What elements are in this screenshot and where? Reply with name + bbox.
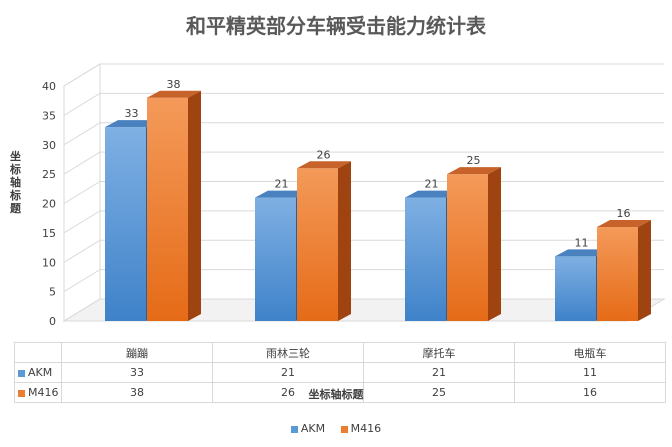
bar-akm xyxy=(105,127,146,321)
data-table: 蹦蹦 雨林三轮 摩托车 电瓶车 AKM 33 21 21 11 M416 38 … xyxy=(14,342,666,403)
y-tick-label: 25 xyxy=(42,168,56,181)
legend-swatch-akm xyxy=(290,425,298,433)
bar-side-m416 xyxy=(638,220,651,321)
x-axis-title: 坐标轴标题 xyxy=(308,388,364,401)
legend: AKM M416 xyxy=(0,422,672,435)
bar-top-m416 xyxy=(297,161,351,169)
y-tick-label: 40 xyxy=(42,80,56,93)
data-label: 26 xyxy=(317,148,331,161)
y-tick-label: 15 xyxy=(42,227,56,240)
series-name: M416 xyxy=(28,386,59,399)
gridline xyxy=(63,92,664,116)
bar-side-m416 xyxy=(188,90,201,321)
category-label: 蹦蹦 xyxy=(61,342,213,363)
bar-top-akm xyxy=(555,249,609,257)
y-tick-label: 20 xyxy=(42,198,56,211)
table-value: 26 xyxy=(212,382,364,403)
bar-akm xyxy=(405,197,446,321)
category-label: 摩托车 xyxy=(363,342,515,363)
m416-swatch xyxy=(18,389,25,397)
gridline xyxy=(63,63,664,87)
table-value: 11 xyxy=(514,362,666,383)
data-label: 38 xyxy=(167,78,181,91)
series-key-akm: AKM xyxy=(14,362,62,383)
data-label: 25 xyxy=(467,154,481,167)
category-label: 雨林三轮 xyxy=(212,342,364,363)
gridline xyxy=(63,151,664,175)
bar-side-m416 xyxy=(338,161,351,321)
legend-label: M416 xyxy=(350,422,382,435)
data-table-row-akm: AKM 33 21 21 11 xyxy=(14,362,666,383)
bar-top-akm xyxy=(105,120,159,128)
chart-title: 和平精英部分车辆受击能力统计表 xyxy=(186,14,486,38)
bar-m416 xyxy=(147,97,188,321)
bar-top-m416 xyxy=(447,167,501,175)
bar-top-akm xyxy=(255,190,309,198)
legend-item-akm: AKM xyxy=(290,422,326,435)
bar-akm xyxy=(255,197,296,321)
bar-top-m416 xyxy=(597,220,651,227)
y-tick-label: 0 xyxy=(49,315,56,328)
data-label: 21 xyxy=(275,178,289,191)
table-value: 25 xyxy=(363,382,515,403)
data-table-header-row: 蹦蹦 雨林三轮 摩托车 电瓶车 xyxy=(14,342,666,363)
legend-label: AKM xyxy=(300,422,326,435)
table-value: 21 xyxy=(363,362,515,383)
y-tick-label: 30 xyxy=(42,139,56,152)
y-tick-label: 10 xyxy=(42,256,56,269)
bar-m416 xyxy=(447,174,488,321)
bar-m416 xyxy=(297,168,338,321)
bar-side-m416 xyxy=(488,167,501,321)
y-axis-title: 坐标轴标题 xyxy=(10,150,21,215)
table-value: 21 xyxy=(212,362,364,383)
data-table-row-m416: M416 38 26 25 16 xyxy=(14,382,666,403)
bar-top-m416 xyxy=(147,90,201,98)
data-label: 33 xyxy=(125,107,139,120)
table-value: 33 xyxy=(61,362,213,383)
legend-item-m416: M416 xyxy=(340,422,382,435)
y-tick-label: 35 xyxy=(42,109,56,122)
bar-m416 xyxy=(597,227,638,321)
legend-swatch-m416 xyxy=(340,425,348,433)
data-label: 21 xyxy=(425,178,439,191)
data-table-corner xyxy=(14,342,62,363)
y-tick-label: 5 xyxy=(49,286,56,299)
bar-top-akm xyxy=(405,190,459,198)
category-label: 电瓶车 xyxy=(514,342,666,363)
data-label: 16 xyxy=(617,207,631,220)
table-value: 16 xyxy=(514,382,666,403)
bar-akm xyxy=(555,256,596,321)
series-name: AKM xyxy=(28,366,53,379)
series-key-m416: M416 xyxy=(14,382,62,403)
data-label: 11 xyxy=(575,236,589,249)
gridline xyxy=(63,122,664,146)
akm-swatch xyxy=(18,369,25,377)
